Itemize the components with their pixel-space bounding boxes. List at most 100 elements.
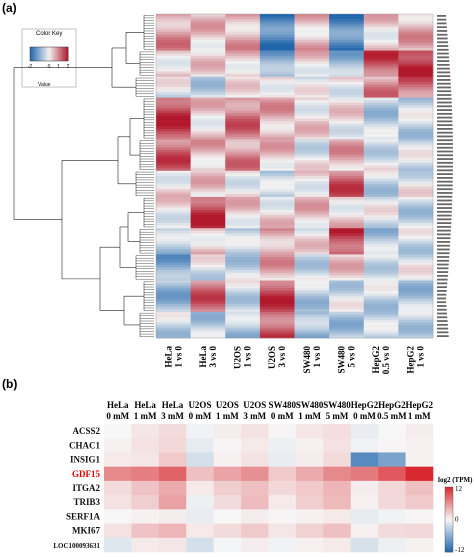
heatmap-a-cell — [156, 254, 191, 258]
heatmap-a-cell — [398, 298, 434, 302]
column-label-a-line2: 1 vs 0 — [416, 346, 426, 368]
heatmap-b-cell — [323, 466, 352, 482]
color-key-swatch — [37, 47, 40, 61]
row-label-b: CHAC1 — [69, 440, 100, 450]
heatmap-a-cell — [225, 157, 261, 161]
heatmap-a-cell — [329, 134, 365, 138]
heatmap-a-cell — [363, 118, 399, 122]
row-label-b: TRIB3 — [73, 497, 100, 507]
heatmap-a-cell — [294, 298, 330, 302]
row-label-b: LOC100093631 — [53, 542, 100, 550]
heatmap-a-cell — [398, 275, 434, 279]
heatmap-a-cell — [190, 55, 226, 59]
heatmap-a-cell — [190, 76, 226, 80]
heatmap-a-cell — [156, 233, 191, 237]
heatmap-a-cell — [329, 181, 365, 185]
column-label-b-line1: HeLa — [162, 400, 184, 410]
heatmap-a-cell — [156, 176, 191, 179]
color-key-ticks: -2 0 1 2 — [28, 64, 70, 70]
heatmap-a-cell — [398, 19, 434, 23]
gene-label-mark — [437, 154, 453, 157]
heatmap-a-cell — [329, 165, 365, 169]
heatmap-a-cell — [329, 63, 365, 67]
legend-b-swatch — [445, 493, 453, 496]
heatmap-a-cell — [225, 304, 261, 307]
heatmap-b-cell — [295, 537, 324, 553]
heatmap-a-cell — [259, 223, 295, 226]
heatmap-a-cell — [363, 196, 399, 200]
column-label-a-line2: 3 vs 0 — [208, 346, 218, 368]
heatmap-a-cell — [398, 110, 434, 114]
heatmap-a-cell — [294, 34, 330, 38]
gene-label-mark — [437, 116, 453, 119]
gene-labels-a — [437, 14, 453, 338]
heatmap-a-cell — [363, 155, 399, 159]
heatmap-b-cell — [213, 495, 242, 510]
heatmap-a-cell — [156, 79, 191, 83]
heatmap-a-cell — [190, 115, 226, 119]
column-label-a: HepG2 1 vs 0 — [406, 346, 426, 374]
heatmap-a-cell — [294, 230, 330, 234]
heatmap-a-cell — [225, 136, 261, 140]
heatmap-a-cell — [190, 327, 226, 331]
column-label-a-line2: 1 vs 0 — [312, 346, 322, 368]
heatmap-a-cell — [329, 319, 365, 323]
heatmap-b-cell — [378, 509, 406, 524]
heatmap-a-cell — [225, 243, 261, 247]
heatmap-a-cell — [294, 81, 330, 85]
column-label-a: U2OS 1 vs 0 — [233, 346, 253, 370]
heatmap-a-cell — [294, 63, 330, 67]
heatmap-a-cell — [156, 142, 191, 145]
heatmap-b-cell — [131, 452, 160, 467]
heatmap-a-cell — [363, 27, 399, 30]
column-label-b-line1: HepG2 — [406, 400, 434, 410]
heatmap-a-cell — [259, 50, 295, 54]
legend-b-swatch — [445, 497, 453, 501]
column-label-b-line2: 0 mM — [106, 411, 129, 421]
heatmap-a-cell — [225, 87, 261, 91]
heatmap-a-cell — [294, 267, 330, 271]
heatmap-a-cell — [329, 45, 365, 49]
heatmap-a-cell — [363, 84, 399, 88]
heatmap-a-cell — [329, 162, 365, 166]
gene-label-mark — [437, 210, 452, 213]
heatmap-a-cell — [259, 181, 295, 185]
heatmap-a-cell — [225, 144, 261, 148]
heatmap-a-cell — [294, 168, 330, 172]
heatmap-a-cell — [398, 335, 434, 339]
heatmap-a-cell — [259, 53, 295, 57]
heatmap-a-cell — [225, 108, 261, 111]
legend-b-swatch — [445, 519, 453, 522]
heatmap-b-cell — [405, 438, 434, 453]
heatmap-a-cell — [156, 191, 191, 195]
heatmap-a-cell — [294, 173, 330, 177]
heatmap-a-cell — [363, 136, 399, 140]
heatmap-a-cell — [294, 178, 330, 182]
heatmap-a-cell — [329, 108, 365, 111]
column-labels-a: HeLa 1 vs 0 HeLa 3 vs 0 U2OS 1 vs 0 U2OS 3 vs 0… — [163, 346, 425, 375]
heatmap-a-cell — [363, 202, 399, 206]
heatmap-a-cell — [225, 228, 261, 232]
gene-label-mark — [437, 271, 449, 273]
heatmap-a-cell — [329, 311, 365, 315]
heatmap-a-cell — [363, 186, 399, 190]
heatmap-a-cell — [225, 215, 261, 219]
heatmap-a-cell — [363, 319, 399, 323]
heatmap-a-cell — [329, 29, 365, 33]
color-key-tick-label: -2 — [28, 64, 33, 70]
heatmap-a-cell — [329, 178, 365, 182]
gene-label-mark — [437, 52, 449, 55]
heatmap-a-cell — [363, 298, 399, 302]
heatmap-a-cell — [398, 330, 434, 334]
heatmap-a-cell — [156, 81, 191, 85]
heatmap-a-cell — [259, 66, 295, 70]
heatmap-a-cell — [398, 102, 434, 106]
heatmap-b-cell — [350, 438, 379, 453]
heatmap-a-cell — [156, 178, 191, 182]
gene-label-mark — [437, 312, 448, 315]
heatmap-a-cell — [363, 191, 399, 195]
heatmap-a-cell — [294, 176, 330, 179]
heatmap-a-cell — [363, 126, 399, 130]
heatmap-a-cell — [190, 27, 226, 30]
